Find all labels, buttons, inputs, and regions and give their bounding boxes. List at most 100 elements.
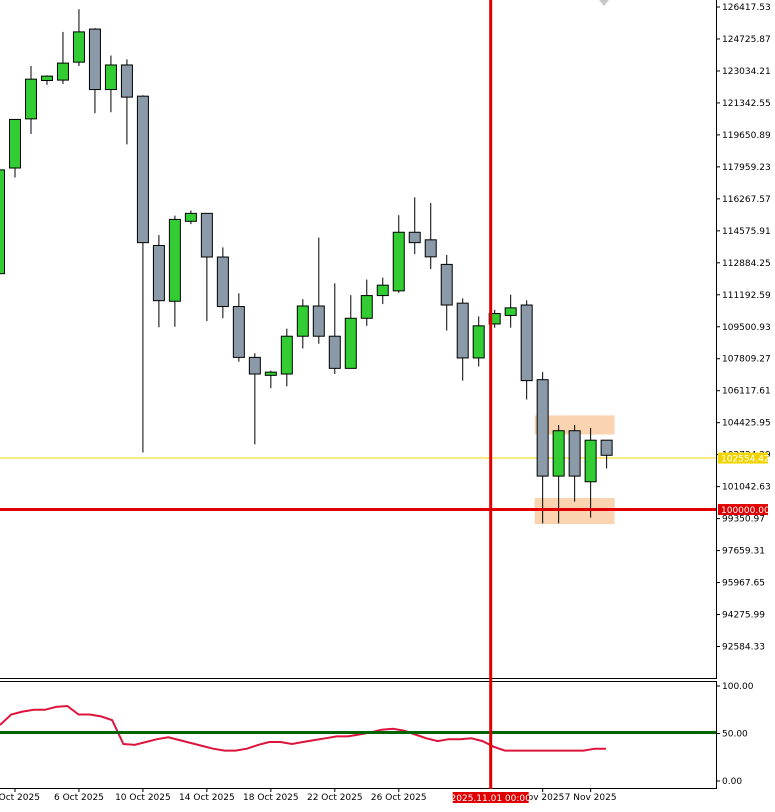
time-tick-label: 2 Oct 2025 [0, 793, 40, 803]
candle-body [536, 379, 549, 477]
candle [392, 215, 405, 293]
candle-body [72, 31, 85, 63]
price-tick-label: 112884.25 [722, 259, 771, 269]
candle [360, 279, 373, 326]
price-tick-label: 116267.57 [722, 195, 771, 205]
current-price-label: 102554.42 [721, 455, 770, 465]
price-tick-label: 111192.59 [722, 291, 771, 301]
time-tick-label: 26 Oct 2025 [371, 793, 427, 803]
price-tick-label: 107809.27 [722, 355, 771, 365]
chart-frame [0, 0, 717, 789]
candle-body [472, 325, 485, 359]
price-tick-label: 99350.97 [722, 515, 765, 525]
candle [0, 169, 5, 275]
candle [504, 294, 517, 328]
candle-body [568, 430, 581, 477]
price-tick-label: 94275.99 [722, 611, 765, 621]
candle-body [520, 304, 533, 382]
candle-body [40, 75, 53, 81]
candle [312, 237, 325, 344]
candle [280, 328, 293, 387]
price-tick-label: 97659.31 [722, 547, 765, 557]
candle-body [216, 256, 229, 308]
candlestick-series [0, 9, 613, 524]
candle-body [600, 439, 613, 456]
candle [552, 425, 565, 524]
candle [408, 197, 421, 254]
candle-body [296, 305, 309, 337]
candle [488, 309, 501, 328]
indicator-panel [0, 704, 717, 752]
level-price-label: 100000.00 [721, 506, 770, 516]
candle [296, 299, 309, 349]
candle [456, 298, 469, 381]
candle-body [440, 263, 453, 306]
shift-marker-icon[interactable] [599, 0, 609, 6]
candle-body [184, 212, 197, 222]
candle [168, 215, 181, 327]
indicator-line [0, 704, 606, 752]
price-tick-label: 117959.23 [722, 163, 771, 173]
price-tick-label: 92584.33 [722, 643, 765, 653]
time-tick-label: 10 Oct 2025 [115, 793, 171, 803]
candle-body [280, 335, 293, 375]
candle [536, 372, 549, 524]
current-price-tag [718, 452, 768, 464]
candle-body [24, 78, 37, 120]
candle [56, 31, 69, 84]
candle [472, 316, 485, 367]
candle-body [360, 295, 373, 319]
highlight-zone [534, 415, 615, 525]
crosshair: 2025.11.01 00:00 [451, 0, 531, 804]
time-tick-label: 18 Oct 2025 [243, 793, 299, 803]
price-tick-label: 119650.89 [722, 131, 771, 141]
price-tick-label: 121342.55 [722, 99, 771, 109]
price-tick-label: 104425.95 [722, 419, 771, 429]
candle [184, 210, 197, 225]
candle [264, 370, 277, 389]
candle [568, 425, 581, 502]
candle [120, 59, 133, 145]
candle-body [264, 371, 277, 376]
candle-body [344, 317, 357, 369]
candle [216, 247, 229, 319]
candle [232, 293, 245, 362]
time-tick-label: Nov 2025 [521, 793, 564, 803]
candle [440, 254, 453, 331]
indicator-tick-label: 100.00 [722, 682, 754, 692]
indicator-axis: 100.00 50.00 0.00 [716, 682, 754, 787]
candle-body [120, 64, 133, 98]
candle-body [152, 244, 165, 302]
candle-body [232, 306, 245, 358]
candle-body [56, 62, 69, 81]
time-tick-label: 6 Oct 2025 [54, 793, 104, 803]
price-tick-label: 106117.61 [722, 387, 771, 397]
time-tick-label: 7 Nov 2025 [565, 793, 617, 803]
candle [152, 235, 165, 328]
candle-body [376, 284, 389, 297]
candle [344, 295, 357, 369]
candle-body [408, 231, 421, 244]
candle [584, 427, 597, 518]
time-tick-label: 22 Oct 2025 [307, 793, 363, 803]
candle [520, 300, 533, 400]
candle-body [248, 356, 261, 375]
candle-body [488, 313, 501, 325]
candle-body [88, 28, 101, 91]
price-tick-label: 123034.21 [722, 67, 771, 77]
candle [200, 212, 213, 322]
zone-lower-box [534, 498, 615, 525]
candle [248, 353, 261, 445]
level-price-tag [718, 504, 768, 516]
candle [328, 283, 341, 375]
candle-body [584, 439, 597, 483]
crosshair-time-tag [452, 792, 529, 803]
candle-body [200, 212, 213, 258]
candle-body [392, 231, 405, 292]
candle [88, 28, 101, 114]
time-axis: 2 Oct 2025 6 Oct 2025 10 Oct 2025 14 Oct 20… [0, 789, 617, 803]
candle-body [168, 218, 181, 302]
